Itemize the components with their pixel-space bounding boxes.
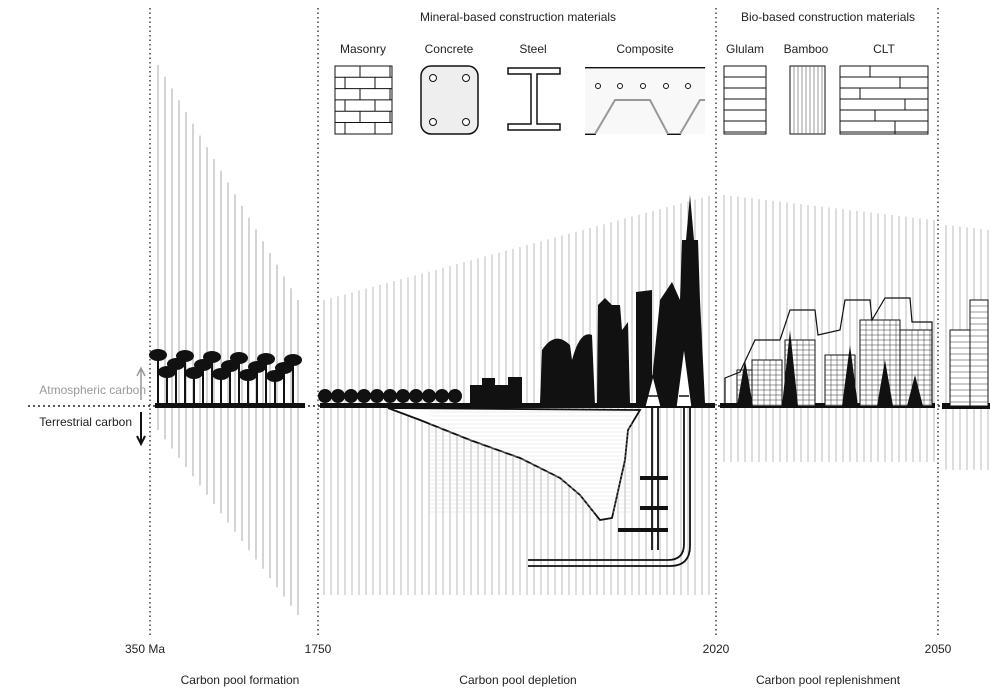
canopy: [230, 352, 248, 364]
icon-bamboo: [789, 65, 826, 135]
conifer: [907, 375, 923, 406]
pipe-branch: [618, 476, 668, 532]
building: [969, 299, 989, 407]
timeline-label: 1750: [305, 642, 332, 656]
material-label: Concrete: [425, 42, 474, 56]
material-icons: [334, 65, 929, 135]
tree: [370, 389, 384, 403]
timeline-label: 2020: [703, 642, 730, 656]
material-label: Bamboo: [784, 42, 829, 56]
canopy: [203, 351, 221, 363]
rebar: [462, 74, 470, 82]
illustration: [28, 8, 990, 638]
material-label: Steel: [519, 42, 546, 56]
canopy: [257, 353, 275, 365]
derrick: [675, 344, 693, 407]
skyline-outline: [724, 297, 933, 403]
phase-label: Carbon pool depletion: [459, 673, 576, 687]
terr-arrow: [136, 412, 146, 447]
building: [949, 329, 971, 407]
stud: [663, 83, 669, 89]
tree: [344, 389, 358, 403]
ground: [320, 403, 715, 408]
section-header: Bio-based construction materials: [741, 10, 915, 24]
atmo-arrow: [136, 366, 146, 400]
tree: [318, 389, 332, 403]
tree: [396, 389, 410, 403]
conifer: [842, 345, 858, 406]
rebar: [462, 118, 470, 126]
tree: [331, 389, 345, 403]
tree: [435, 389, 449, 403]
canopy: [176, 350, 194, 362]
material-label: CLT: [873, 42, 895, 56]
pipe: [528, 408, 691, 567]
rebar: [429, 118, 437, 126]
tree: [409, 389, 423, 403]
tree: [383, 389, 397, 403]
atmospheric-label: Atmospheric carbon: [39, 383, 146, 397]
timeline-label: 2050: [925, 642, 952, 656]
building: [751, 359, 783, 407]
icon-concrete: [420, 65, 479, 135]
rebar: [429, 74, 437, 82]
tree: [357, 389, 371, 403]
conifer: [877, 360, 893, 406]
tree: [448, 389, 462, 403]
phase-label: Carbon pool replenishment: [756, 673, 901, 687]
conifer: [782, 330, 798, 406]
icon-clt: [839, 65, 929, 135]
canopy: [284, 354, 302, 366]
canopy: [149, 349, 167, 361]
tree: [422, 389, 436, 403]
stud: [640, 83, 646, 89]
phase-label: Carbon pool formation: [181, 673, 300, 687]
composite-fill: [585, 68, 705, 134]
skyline: [470, 195, 705, 405]
material-label: Composite: [616, 42, 674, 56]
derrick: [644, 374, 662, 407]
conifer: [737, 360, 753, 406]
stud: [595, 83, 601, 89]
icon-steel: [507, 67, 561, 131]
material-label: Masonry: [340, 42, 386, 56]
timeline-label: 350 Ma: [125, 642, 165, 656]
stud: [685, 83, 691, 89]
icon-glulam: [723, 65, 767, 135]
material-label: Glulam: [726, 42, 764, 56]
stud: [617, 83, 623, 89]
section-header: Mineral-based construction materials: [420, 10, 616, 24]
terrestrial-label: Terrestrial carbon: [39, 415, 132, 429]
